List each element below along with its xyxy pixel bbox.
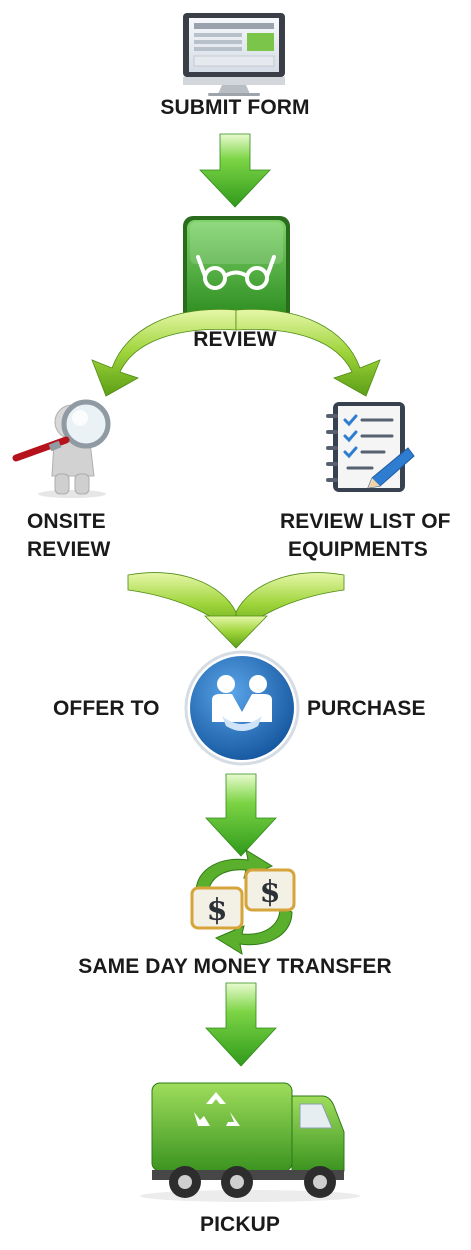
step-review: REVIEW — [193, 328, 277, 351]
split-arrows — [91, 308, 381, 397]
step-submit-form: SUBMIT FORM — [160, 96, 310, 119]
arrow-down-1 — [199, 133, 271, 208]
step-review-list-line1: REVIEW LIST OF — [280, 510, 451, 533]
recycling-truck-icon — [140, 1082, 360, 1202]
step-onsite-review-line2: REVIEW — [27, 538, 111, 561]
monitor-icon — [183, 13, 285, 96]
step-money-transfer: SAME DAY MONEY TRANSFER — [78, 955, 392, 978]
step-purchase: PURCHASE — [307, 697, 426, 720]
step-onsite-review-line1: ONSITE — [27, 510, 106, 533]
money-exchange-icon: $ $ — [190, 848, 296, 956]
handshake-icon — [184, 650, 300, 766]
truck-wheels — [169, 1166, 336, 1198]
arrow-down-2 — [205, 773, 277, 857]
svg-text:$: $ — [207, 893, 228, 928]
step-pickup: PICKUP — [200, 1213, 280, 1236]
step-offer-to: OFFER TO — [53, 697, 160, 720]
merge-arrows — [127, 572, 345, 649]
step-review-list-line2: EQUIPMENTS — [288, 538, 428, 561]
glasses-icon — [183, 216, 290, 322]
checklist-icon — [326, 402, 415, 492]
magnifier-person-icon — [12, 399, 111, 498]
svg-text:$: $ — [260, 875, 281, 910]
arrow-down-3 — [205, 982, 277, 1067]
